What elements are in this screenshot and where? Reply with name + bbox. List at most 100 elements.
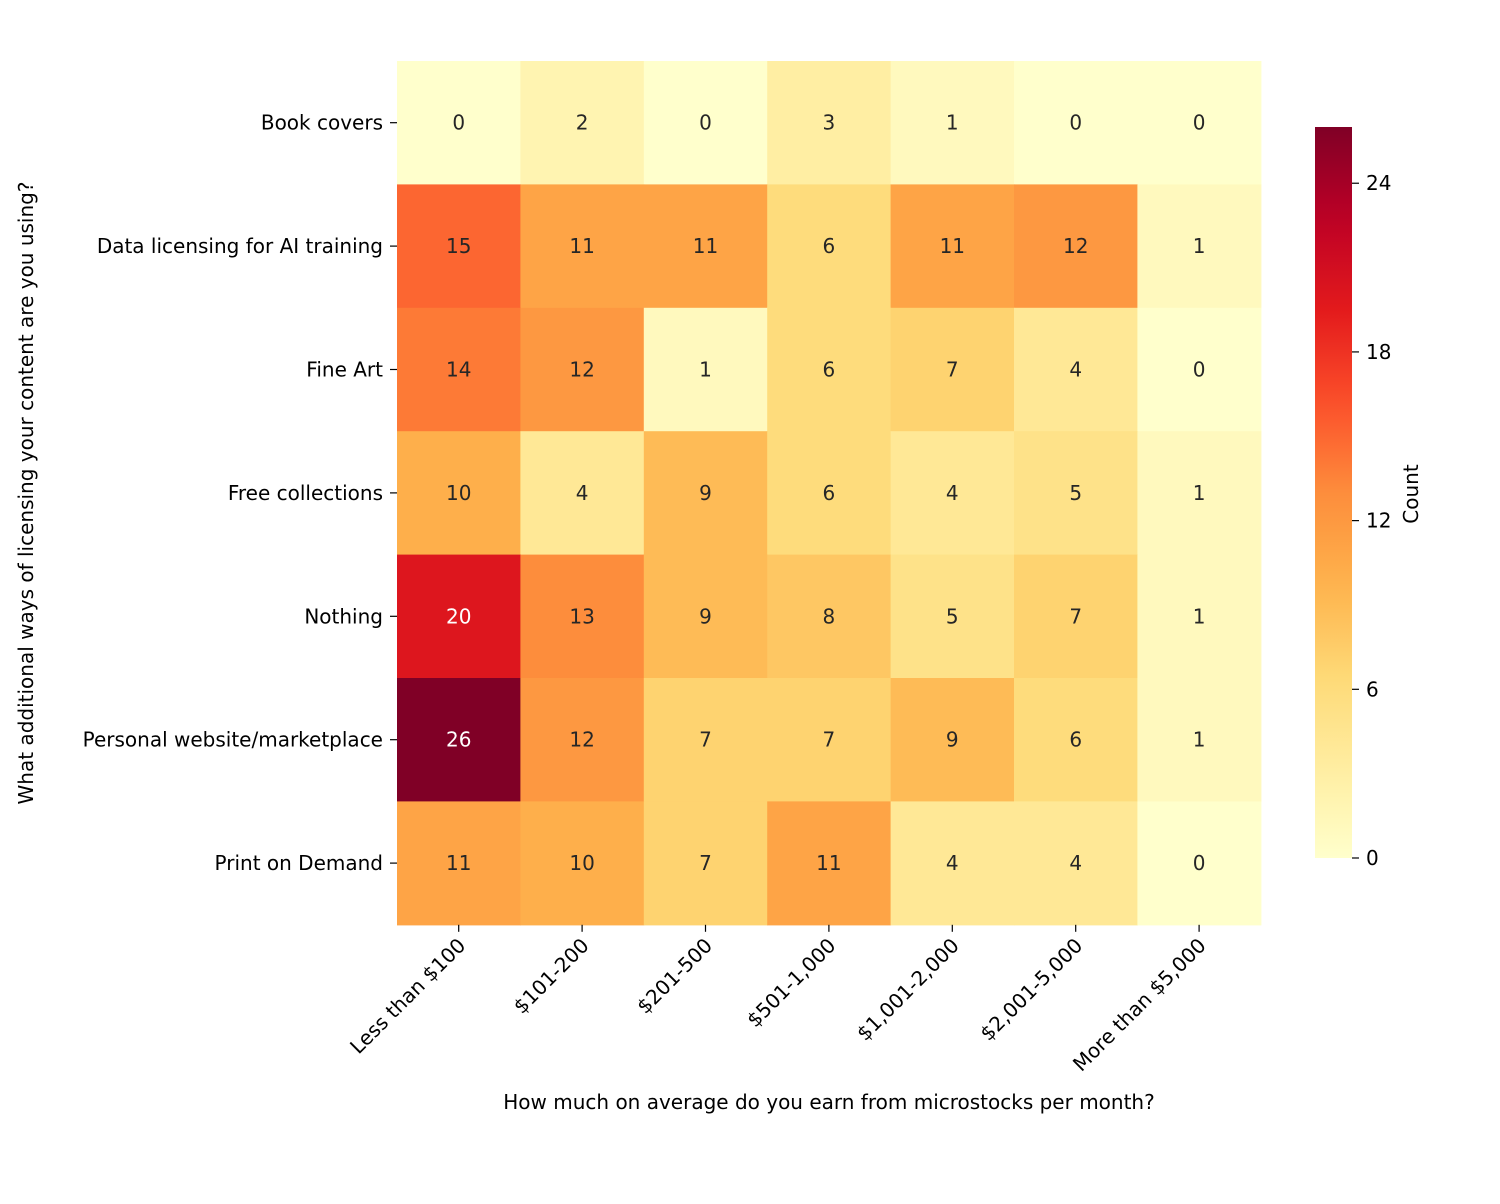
cell-value-label: 10: [446, 481, 471, 505]
heatmap-cell: [397, 61, 521, 185]
x-tick-label: $1,001-2,000: [852, 933, 964, 1045]
heatmap-cell: [1014, 61, 1138, 185]
x-tick-label: $201-500: [632, 933, 717, 1018]
colorbar-gradient: [1315, 127, 1352, 858]
heatmap-cell: [767, 184, 892, 309]
cell-value-label: 0: [1069, 111, 1082, 135]
cell-value-label: 5: [1069, 481, 1082, 505]
y-axis-label: What additional ways of licensing your c…: [14, 182, 38, 805]
heatmap-cell: [520, 307, 645, 432]
heatmap-cell: [890, 184, 1015, 309]
heatmap-cell: [520, 801, 645, 926]
colorbar-tick-label: 18: [1366, 340, 1391, 364]
y-tick-label: Free collections: [228, 481, 383, 505]
cell-value-label: 10: [569, 851, 594, 875]
x-tick-label: Less than $100: [345, 933, 470, 1058]
heatmap-cell: [890, 801, 1015, 926]
heatmap-cell: [643, 307, 768, 432]
x-axis-label: How much on average do you earn from mic…: [503, 1090, 1154, 1114]
colorbar: 0 6 12 18 24 Count: [1315, 127, 1423, 870]
cell-value-label: 4: [1069, 851, 1082, 875]
heatmap-cell: [397, 431, 521, 556]
heatmap-cell: [520, 431, 645, 556]
cell-value-label: 15: [446, 234, 471, 258]
y-tick-label: Personal website/marketplace: [83, 728, 383, 752]
cell-value-label: 6: [823, 358, 836, 382]
heatmap-cell: [890, 61, 1015, 185]
heatmap-cell: [1014, 801, 1138, 926]
cell-value-label: 0: [1193, 358, 1206, 382]
heatmap-cell: [767, 61, 892, 185]
cell-value-label: 5: [946, 604, 959, 628]
cell-value-label: 26: [446, 728, 471, 752]
heatmap-cell: [767, 431, 892, 556]
cell-value-label: 7: [823, 728, 836, 752]
y-axis: Book covers Data licensing for AI trainin…: [83, 111, 397, 875]
heatmap-cell: [520, 184, 645, 309]
heatmap-cell: [643, 61, 768, 185]
cell-value-label: 0: [1193, 851, 1206, 875]
cell-value-label: 1: [1193, 604, 1206, 628]
colorbar-tick-label: 0: [1366, 846, 1379, 870]
heatmap-cell: [397, 307, 521, 432]
cell-value-label: 7: [699, 851, 712, 875]
cell-value-label: 4: [946, 481, 959, 505]
colorbar-ticks: 0 6 12 18 24: [1352, 171, 1391, 870]
heatmap-cell: [397, 801, 521, 926]
cell-value-label: 8: [823, 604, 836, 628]
cell-value-label: 9: [699, 604, 712, 628]
cell-value-label: 7: [1069, 604, 1082, 628]
colorbar-tick-label: 24: [1366, 171, 1391, 195]
cell-value-label: 12: [569, 358, 594, 382]
heatmap-cell: [520, 554, 645, 679]
cell-value-label: 11: [816, 851, 841, 875]
cell-value-label: 9: [699, 481, 712, 505]
heatmap-cell: [643, 678, 768, 802]
heatmap-cell: [520, 678, 645, 802]
cell-value-label: 0: [452, 111, 465, 135]
heatmap-cell: [1014, 431, 1138, 556]
cell-value-label: 11: [569, 234, 594, 258]
cell-value-label: 6: [1069, 728, 1082, 752]
heatmap-cell: [1014, 307, 1138, 432]
cell-value-label: 11: [940, 234, 965, 258]
heatmap-cell: [1137, 61, 1262, 185]
heatmap-cell: [890, 431, 1015, 556]
heatmap-cell: [643, 184, 768, 309]
x-axis: Less than $100 $101-200 $201-500 $501-1,000…: [345, 924, 1211, 1076]
cell-value-label: 20: [446, 604, 471, 628]
cell-value-label: 12: [1063, 234, 1088, 258]
cell-value-label: 1: [1193, 481, 1206, 505]
y-tick-label: Fine Art: [306, 358, 383, 382]
heatmap-cell: [397, 554, 521, 679]
cell-value-label: 1: [1193, 728, 1206, 752]
cell-value-label: 2: [576, 111, 589, 135]
x-tick-label: More than $5,000: [1068, 933, 1211, 1076]
heatmap-cell: [1014, 554, 1138, 679]
heatmap-cell: [767, 554, 892, 679]
cell-value-label: 7: [699, 728, 712, 752]
cell-value-label: 11: [446, 851, 471, 875]
cell-value-label: 4: [1069, 358, 1082, 382]
y-tick-label: Data licensing for AI training: [97, 234, 383, 258]
heatmap-cell: [1137, 678, 1262, 802]
cell-value-label: 4: [946, 851, 959, 875]
heatmap-cell: [520, 61, 645, 185]
heatmap-cell: [643, 801, 768, 926]
cell-value-label: 11: [693, 234, 718, 258]
x-tick-label: $2,001-5,000: [975, 933, 1087, 1045]
heatmap-cell: [643, 431, 768, 556]
x-tick-label: $501-1,000: [742, 933, 841, 1032]
colorbar-tick-label: 6: [1366, 677, 1379, 701]
cell-value-label: 3: [823, 111, 836, 135]
heatmap-cell: [643, 554, 768, 679]
y-tick-label: Book covers: [261, 111, 383, 135]
heatmap-cell: [1014, 678, 1138, 802]
cell-value-label: 12: [569, 728, 594, 752]
heatmap-cell: [1014, 184, 1138, 309]
heatmap-cell: [890, 307, 1015, 432]
cell-value-label: 1: [946, 111, 959, 135]
cell-value-label: 7: [946, 358, 959, 382]
